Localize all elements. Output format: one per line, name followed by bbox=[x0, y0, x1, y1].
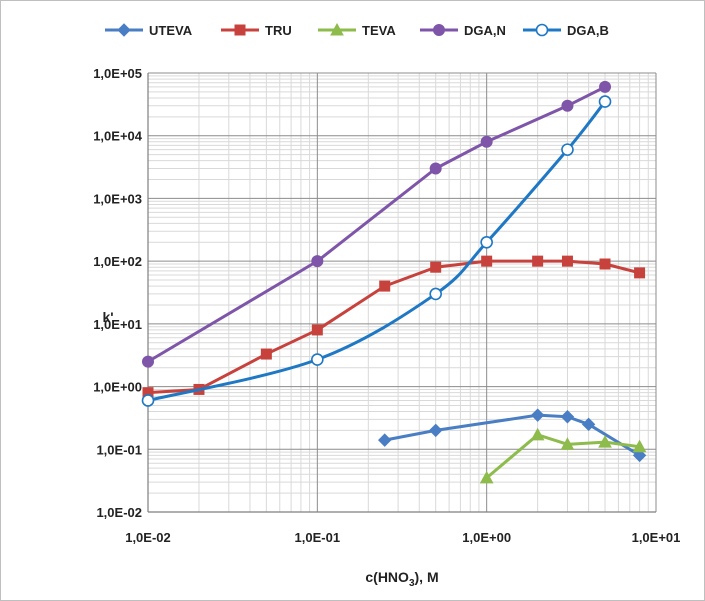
legend-marker bbox=[433, 24, 445, 36]
data-point-tru bbox=[379, 280, 391, 292]
data-point-teva bbox=[530, 427, 545, 441]
series-uteva bbox=[378, 408, 647, 463]
y-tick-label: 1,0E-01 bbox=[96, 442, 142, 457]
legend-item-dga-n: DGA,N bbox=[420, 23, 506, 38]
data-point-uteva bbox=[581, 417, 596, 432]
y-tick-label: 1,0E+00 bbox=[93, 380, 142, 395]
axes: 1,0E-02 1,0E-01 1,0E+00 1,0E+01 1,0E+02 1,0E+… bbox=[93, 66, 680, 545]
data-point-uteva bbox=[632, 448, 647, 463]
legend-item-uteva: UTEVA bbox=[105, 23, 193, 38]
series-line-dga-n bbox=[147, 85, 606, 363]
data-point-dga-b bbox=[141, 394, 155, 407]
data-point-dga-n bbox=[429, 162, 442, 175]
data-point-dga-n bbox=[480, 135, 493, 148]
legend-label: DGA,N bbox=[464, 23, 506, 38]
data-point-dga-b bbox=[429, 287, 442, 301]
legend-label: TRU bbox=[265, 23, 292, 38]
legend-label: DGA,B bbox=[567, 23, 609, 38]
data-point-tru bbox=[561, 255, 573, 267]
data-point-teva bbox=[560, 437, 575, 450]
legend-item-tru: TRU bbox=[221, 23, 292, 38]
series-line-uteva bbox=[384, 413, 641, 457]
data-point-dga-n bbox=[599, 80, 612, 93]
series-dga-b bbox=[141, 95, 612, 407]
legend-label: UTEVA bbox=[149, 23, 193, 38]
y-axis-label: k' bbox=[102, 309, 113, 325]
legend-item-teva: TEVA bbox=[318, 22, 396, 38]
data-point-teva bbox=[598, 435, 612, 448]
data-point-teva bbox=[632, 439, 647, 453]
data-point-dga-n bbox=[142, 355, 154, 368]
series-teva bbox=[479, 427, 647, 484]
legend-marker bbox=[330, 22, 344, 36]
data-point-tru bbox=[311, 324, 323, 336]
data-point-tru bbox=[532, 255, 544, 267]
legend: UTEVA TRU TEVA DGA,N DGA,B bbox=[105, 22, 609, 38]
data-point-uteva bbox=[560, 410, 575, 424]
data-point-tru bbox=[260, 348, 272, 360]
data-point-dga-b bbox=[311, 353, 324, 366]
y-tick-label: 1,0E+03 bbox=[93, 191, 142, 206]
y-tick-label: 1,0E+05 bbox=[93, 66, 142, 81]
legend-marker bbox=[234, 24, 246, 36]
data-point-uteva bbox=[428, 423, 443, 438]
y-tick-label: 1,0E-02 bbox=[96, 505, 142, 520]
data-point-dga-n bbox=[311, 255, 324, 268]
y-tick-label: 1,0E+01 bbox=[93, 317, 142, 332]
data-point-tru bbox=[634, 267, 646, 279]
x-tick-label: 1,0E+01 bbox=[632, 530, 681, 545]
x-tick-label: 1,0E-01 bbox=[295, 530, 341, 545]
data-point-teva bbox=[479, 470, 494, 484]
x-tick-label: 1,0E-02 bbox=[125, 530, 171, 545]
series bbox=[141, 80, 647, 484]
data-point-tru bbox=[430, 261, 442, 273]
data-point-tru bbox=[481, 255, 493, 267]
grid bbox=[147, 72, 657, 513]
x-tick-label: 1,0E+00 bbox=[462, 530, 511, 545]
y-tick-label: 1,0E+02 bbox=[93, 254, 142, 269]
data-point-uteva bbox=[530, 408, 545, 422]
data-point-tru bbox=[599, 258, 611, 270]
data-point-uteva bbox=[378, 433, 392, 447]
legend-marker bbox=[117, 23, 131, 37]
x-axis-label: c(HNO3), M bbox=[365, 569, 438, 589]
data-point-dga-b bbox=[598, 95, 612, 108]
legend-label: TEVA bbox=[362, 23, 396, 38]
data-point-dga-b bbox=[480, 235, 493, 249]
series-dga-n bbox=[142, 80, 612, 368]
legend-item-dga-b: DGA,B bbox=[523, 23, 609, 38]
legend-marker bbox=[535, 23, 549, 37]
y-tick-label: 1,0E+04 bbox=[93, 129, 143, 144]
data-point-dga-n bbox=[561, 99, 574, 112]
data-point-dga-b bbox=[561, 143, 574, 156]
